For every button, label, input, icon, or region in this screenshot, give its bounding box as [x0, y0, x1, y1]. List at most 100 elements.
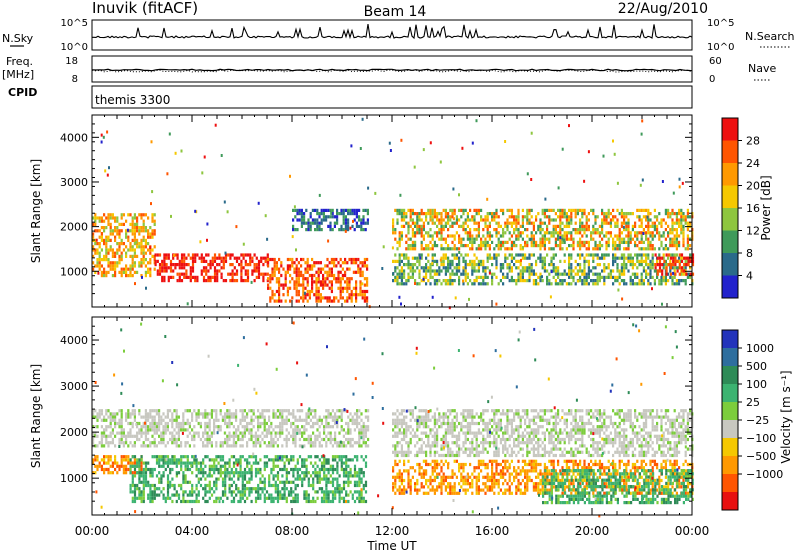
data-cell — [521, 275, 524, 279]
data-cell — [550, 208, 553, 212]
data-cell — [447, 266, 450, 270]
data-cell — [497, 231, 500, 235]
data-cell — [103, 431, 106, 435]
data-cell — [298, 444, 301, 448]
data-cell — [188, 490, 192, 494]
data-cell — [239, 458, 242, 462]
data-cell — [200, 269, 203, 273]
data-cell — [389, 149, 392, 152]
data-cell — [230, 493, 233, 497]
data-cell — [149, 409, 152, 413]
data-cell — [202, 496, 205, 500]
data-cell — [660, 234, 663, 238]
data-cell — [353, 421, 356, 426]
data-cell — [142, 441, 145, 445]
data-cell — [208, 467, 211, 472]
data-cell — [138, 496, 141, 500]
data-cell — [184, 464, 187, 468]
data-cell — [411, 263, 414, 267]
data-cell — [526, 244, 529, 248]
data-cell — [356, 474, 359, 478]
data-cell — [469, 263, 472, 267]
data-cell — [169, 259, 173, 263]
data-cell — [243, 434, 246, 438]
data-cell — [111, 229, 114, 233]
data-cell — [178, 259, 181, 263]
data-cell — [217, 455, 220, 459]
data-cell — [340, 444, 343, 448]
data-cell — [180, 444, 183, 448]
data-cell — [140, 467, 143, 472]
data-cell — [348, 267, 351, 271]
data-cell — [127, 412, 130, 416]
data-cell — [94, 242, 97, 246]
data-cell — [327, 208, 330, 212]
data-cell — [252, 441, 255, 445]
data-cell — [521, 279, 524, 283]
data-cell — [568, 259, 571, 263]
data-cell — [403, 282, 406, 286]
data-cell — [407, 228, 410, 232]
data-cell — [109, 431, 112, 435]
data-cell — [396, 279, 399, 283]
data-cell — [658, 266, 662, 270]
data-cell — [92, 415, 95, 419]
data-cell — [273, 257, 276, 262]
data-cell — [116, 251, 119, 255]
data-cell — [166, 458, 170, 462]
data-cell — [414, 240, 417, 244]
data-cell — [103, 455, 106, 459]
data-cell — [316, 490, 319, 494]
data-cell — [453, 279, 456, 283]
data-cell — [228, 434, 231, 438]
data-cell — [486, 244, 489, 248]
data-cell — [581, 253, 584, 257]
data-cell — [612, 247, 615, 251]
data-cell — [189, 272, 192, 276]
data-cell — [315, 293, 318, 297]
data-cell — [328, 267, 331, 271]
data-cell — [206, 415, 209, 419]
data-cell — [433, 279, 436, 283]
data-cell — [499, 240, 502, 244]
data-cell — [197, 490, 200, 494]
data-cell — [585, 240, 588, 244]
data-cell — [598, 275, 601, 279]
data-cell — [360, 412, 363, 416]
data-cell — [574, 231, 577, 235]
data-cell — [396, 247, 399, 251]
data-cell — [198, 256, 201, 260]
data-cell — [486, 218, 489, 222]
data-cell — [645, 275, 648, 279]
data-cell — [239, 409, 242, 413]
data-cell — [221, 444, 224, 448]
data-cell — [651, 231, 654, 235]
data-cell — [250, 487, 253, 491]
data-cell — [646, 215, 649, 219]
data-cell — [272, 409, 275, 413]
data-cell — [215, 477, 218, 481]
data-cell — [301, 461, 304, 465]
data-cell — [449, 266, 452, 270]
data-cell — [129, 270, 132, 274]
data-cell — [486, 256, 489, 260]
data-cell — [669, 259, 672, 263]
data-cell — [292, 496, 295, 500]
data-cell — [543, 208, 546, 212]
data-cell — [336, 467, 339, 472]
data-cell — [215, 480, 218, 484]
data-cell — [396, 221, 399, 225]
data-cell — [526, 266, 529, 270]
data-cell — [425, 266, 428, 270]
data-cell — [488, 231, 491, 235]
data-cell — [290, 480, 293, 484]
data-cell — [158, 272, 162, 276]
data-cell — [106, 237, 109, 241]
data-cell — [347, 428, 350, 432]
data-cell — [182, 415, 185, 419]
data-cell — [658, 269, 662, 273]
data-cell — [649, 234, 652, 238]
data-cell — [436, 272, 439, 276]
data-cell — [678, 240, 681, 244]
data-cell — [140, 242, 143, 246]
